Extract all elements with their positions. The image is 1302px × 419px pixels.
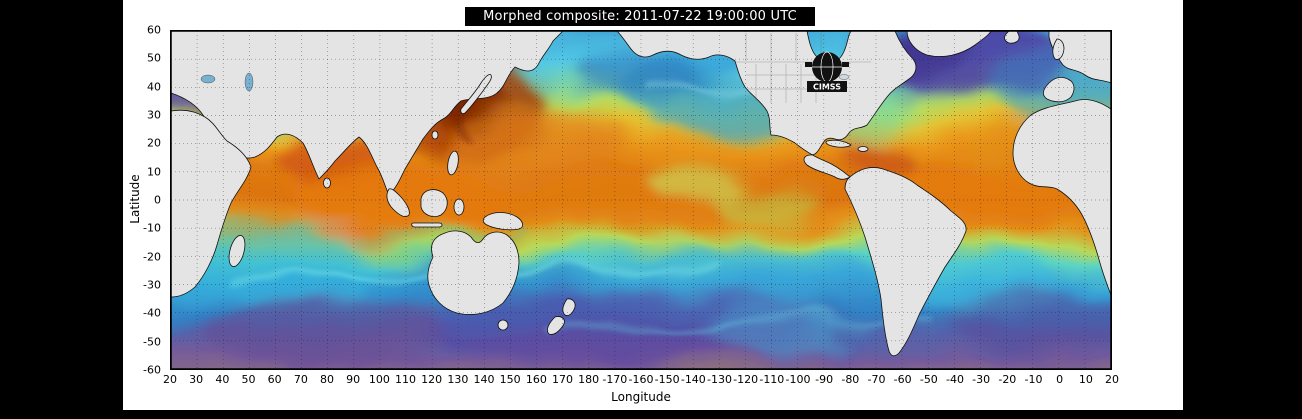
land-sulawesi [453,198,465,216]
tpw-map: CIMSS [171,31,1111,369]
y-tick-label: -40 [143,306,161,320]
y-tick-label: -60 [143,363,161,377]
y-tick-label: 30 [147,108,161,122]
x-tick-label: 80 [319,373,334,386]
lake-great-lakes-2 [838,74,850,80]
x-tick-label: -30 [972,373,991,386]
y-tick-label: -50 [143,335,161,349]
x-tick-label: 140 [473,373,495,386]
satellite-panel-left-icon [805,62,812,67]
y-tick-label: -30 [143,278,161,292]
y-tick-labels: 60 50 40 30 20 10 0 -10 -20 -30 -40 -50 -60 [123,24,165,377]
x-tick-label: 30 [189,373,204,386]
x-tick-label: 60 [267,373,282,386]
x-tick-label: -150 [654,373,680,386]
y-tick-label: 10 [147,165,161,179]
land-layer [171,31,1111,357]
title-strip: Morphed composite: 2011-07-22 19:00:00 U… [170,5,1110,26]
y-tick-label: 60 [147,23,161,37]
x-tick-label: -110 [759,373,785,386]
x-tick-label: 180 [578,373,600,386]
figure-title: Morphed composite: 2011-07-22 19:00:00 U… [465,7,815,26]
x-tick-label: 20 [1105,373,1119,386]
x-tick-label: 160 [525,373,547,386]
x-tick-label: -40 [946,373,964,386]
y-tick-label: -20 [143,250,161,264]
satellite-panel-right-icon [842,62,849,67]
land-south-america [844,167,967,357]
land-taiwan [431,130,439,140]
land-new-zealand-south [547,316,565,335]
graticule-grid [171,31,1111,369]
land-africa-east [171,109,252,298]
land-australia [427,230,520,315]
x-tick-label: -130 [707,373,732,386]
x-tick-label: 120 [421,373,443,386]
land-sri-lanka [323,177,331,189]
x-tick-label: -90 [815,373,834,386]
land-africa-west [1012,99,1111,296]
figure-panel: Morphed composite: 2011-07-22 19:00:00 U… [123,0,1183,410]
land-britain [1052,38,1065,60]
x-tick-label: -60 [893,373,912,386]
y-tick-label: 40 [147,80,161,94]
land-iberia [1043,77,1075,103]
x-tick-label: -80 [841,373,860,386]
x-tick-label: 90 [346,373,361,386]
land-japan [460,74,492,115]
x-tick-label: 10 [1078,373,1093,386]
x-tick-label: 100 [368,373,390,386]
x-tick-label: 70 [293,373,308,386]
x-tick-label: 130 [447,373,469,386]
land-greenland [906,31,992,57]
x-tick-label: -140 [680,373,706,386]
x-tick-label: -10 [1024,373,1043,386]
land-iceland [1004,31,1020,44]
x-tick-label: 20 [163,373,177,386]
x-tick-label: -160 [628,373,654,386]
land-madagascar [228,235,246,267]
x-tick-label: 40 [215,373,230,386]
land-cuba [825,139,852,148]
x-tick-label: 50 [241,373,256,386]
land-eurasia [171,31,564,196]
x-tick-labels: 20 30 40 50 60 70 80 90 100 110 120 130 140 150 160 170… [163,373,1119,387]
x-tick-label: -170 [602,373,628,386]
land-sumatra [386,188,410,217]
x-tick-label: 110 [395,373,416,386]
x-tick-label: -100 [785,373,811,386]
x-tick-label: -70 [867,373,886,386]
land-hispaniola [857,146,869,152]
x-axis-label: Longitude [611,390,671,404]
land-borneo [420,189,448,217]
y-tick-label: -10 [143,221,161,235]
land-tasmania [497,319,509,331]
land-java [411,222,443,228]
x-tick-label: -50 [919,373,938,386]
y-tick-label: 50 [147,51,161,65]
y-tick-label: 0 [154,193,161,207]
map-plot: CIMSS [170,30,1112,370]
x-tick-label: -120 [733,373,759,386]
y-tick-label: 20 [147,136,161,150]
x-tick-label: 150 [499,373,521,386]
land-europe-west [1048,31,1111,84]
x-tick-label: 170 [552,373,573,386]
lake-black-sea [200,74,216,84]
x-tick-label: 0 [1056,373,1064,386]
x-tick-label: -20 [998,373,1017,386]
